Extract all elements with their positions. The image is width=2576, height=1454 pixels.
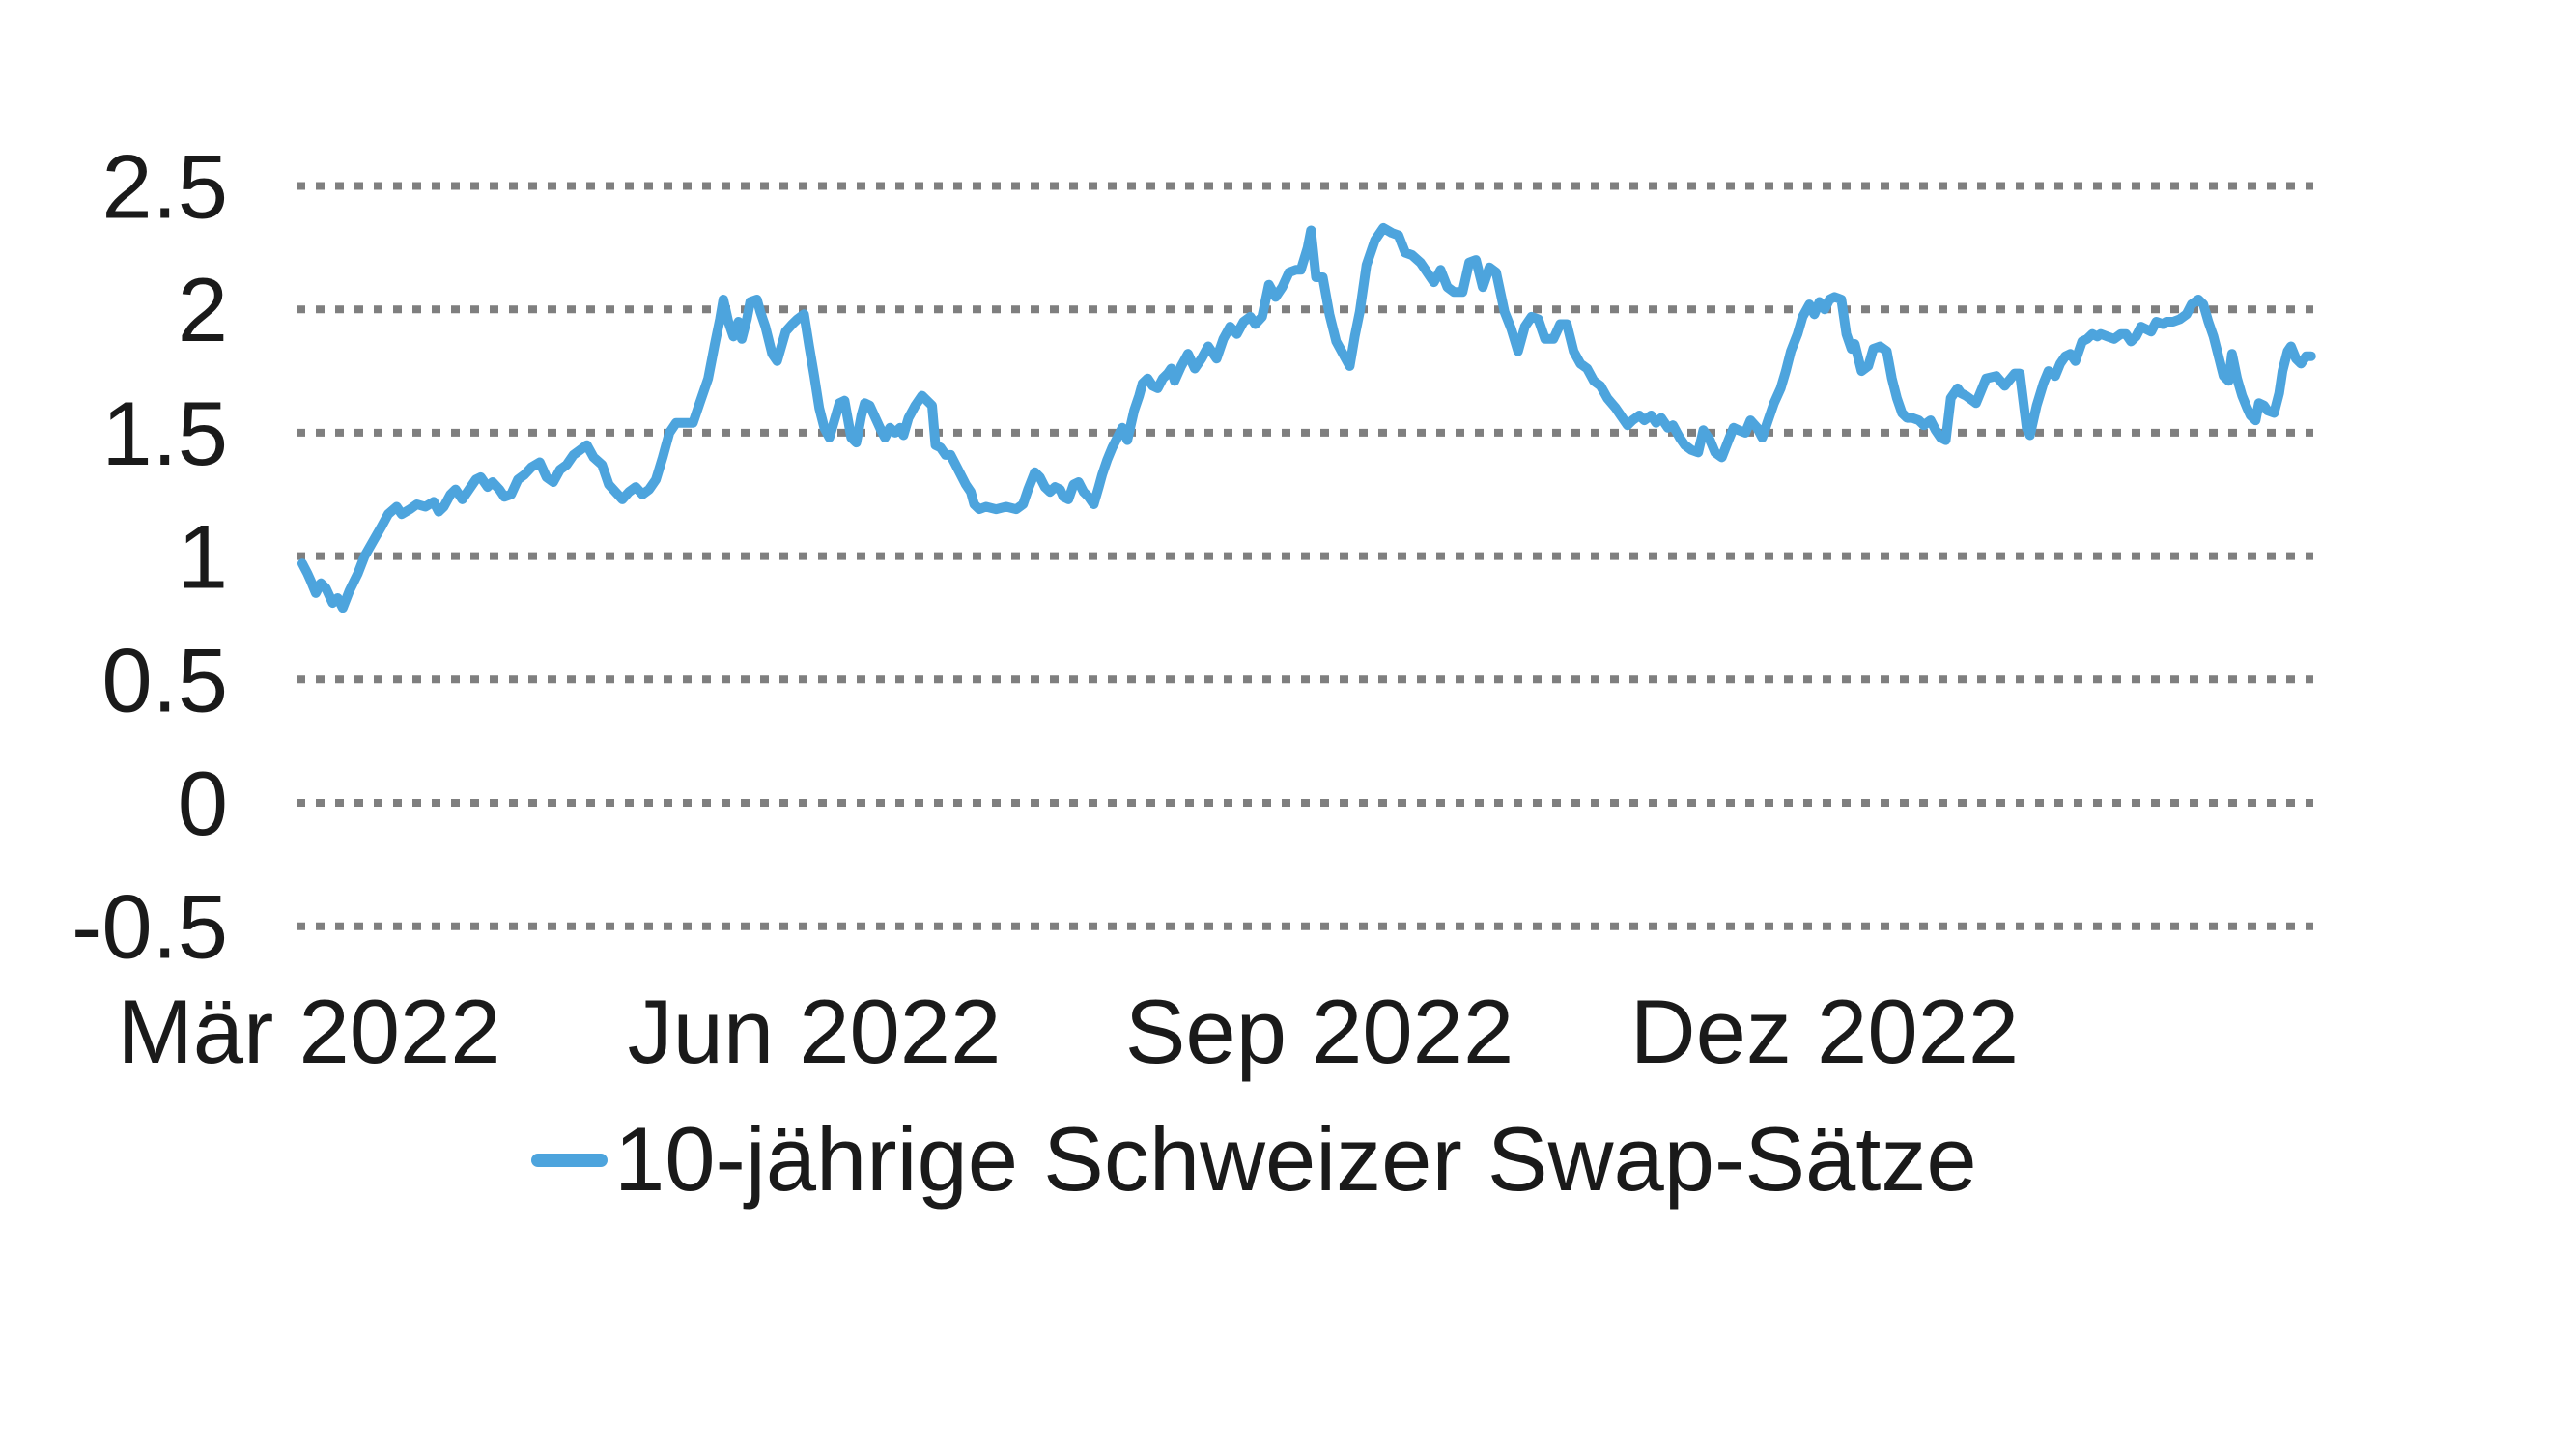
y-tick-label: 0.5 xyxy=(101,629,228,730)
y-tick-label: 1.5 xyxy=(101,383,228,484)
y-tick-label: 2.5 xyxy=(101,136,228,238)
x-tick-label: Dez 2022 xyxy=(1630,981,2019,1082)
y-tick-label: 2 xyxy=(178,259,228,360)
x-tick-label: Jun 2022 xyxy=(628,981,1002,1082)
gridlines xyxy=(297,182,2313,930)
y-tick-label: 0 xyxy=(178,753,228,854)
series-line-10y-swiss-swap xyxy=(297,222,2316,613)
y-tick-label: 1 xyxy=(178,506,228,608)
y-axis-tick-labels: 2.5 2 1.5 1 0.5 0 -0.5 xyxy=(71,136,228,978)
legend-label: 10-jährige Schweizer Swap-Sätze xyxy=(614,1108,1977,1210)
x-tick-label: Sep 2022 xyxy=(1125,981,1514,1082)
y-tick-label: -0.5 xyxy=(71,876,228,978)
x-axis-tick-labels: Mär 2022 Jun 2022 Sep 2022 Dez 2022 xyxy=(117,981,2019,1082)
x-tick-label: Mär 2022 xyxy=(117,981,500,1082)
legend: 10-jährige Schweizer Swap-Sätze xyxy=(531,1108,1977,1210)
